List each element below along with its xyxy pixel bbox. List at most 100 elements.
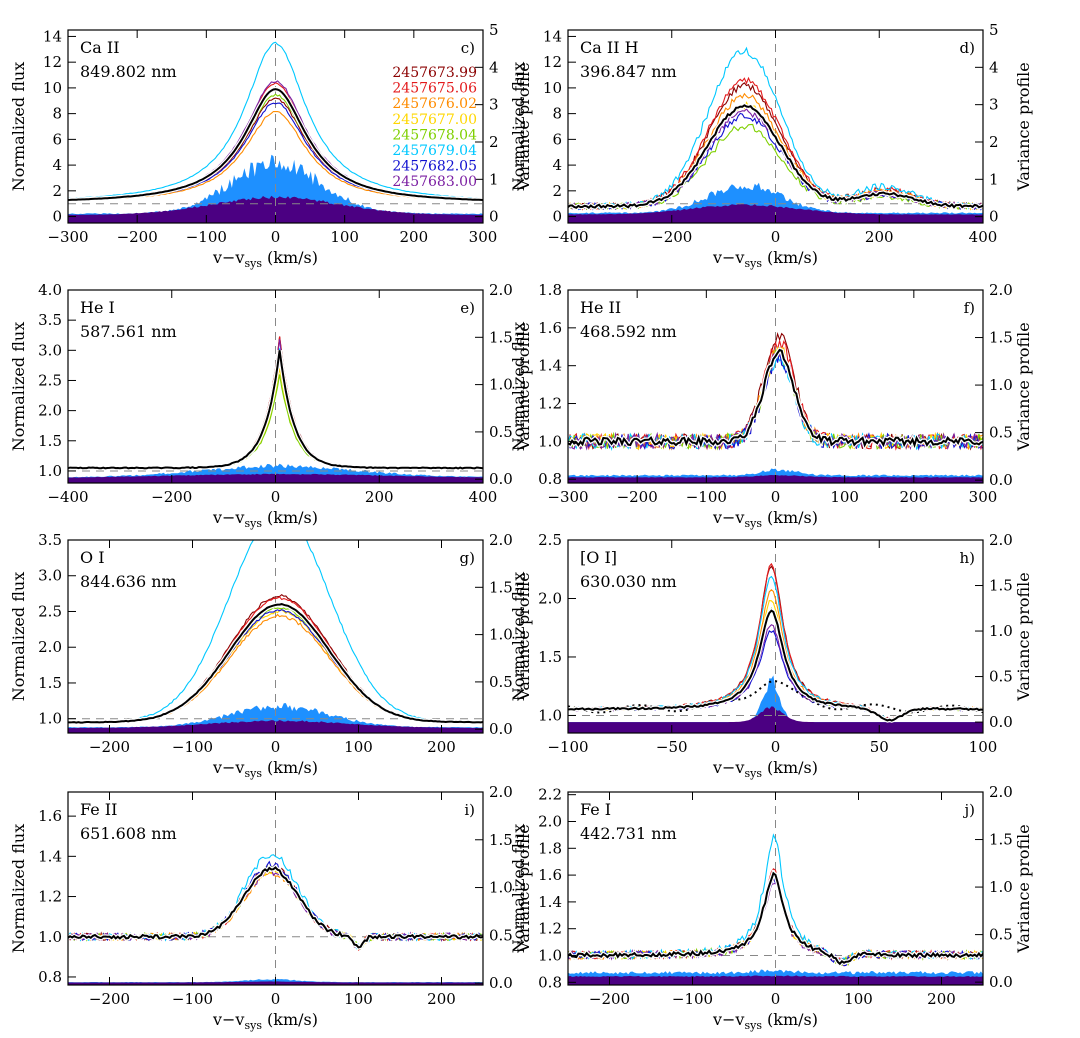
panel-tag: f) — [964, 299, 975, 317]
panel-tag: h) — [959, 549, 975, 567]
y2-tick-label: 0 — [489, 208, 499, 226]
y2-axis-label: Variance profile — [1014, 322, 1033, 452]
mean-spectrum-line — [568, 871, 983, 966]
y-tick-label: 2.2 — [538, 786, 562, 804]
y2-tick-label: 5 — [989, 21, 999, 39]
variance-fill-blue — [568, 675, 983, 733]
y2-tick-label: 0.0 — [489, 470, 513, 488]
y-axis-label: Normalized flux — [509, 322, 528, 451]
y-tick-label: 8 — [552, 105, 562, 123]
line-wavelength: 396.847 nm — [580, 62, 677, 81]
y-tick-label: 4.0 — [38, 281, 62, 299]
y2-tick-label: 0.0 — [989, 713, 1013, 731]
y2-axis-label: Variance profile — [514, 824, 533, 954]
x-tick-label: 400 — [469, 488, 498, 506]
y-tick-label: 1.0 — [38, 928, 62, 946]
x-tick-label: −300 — [547, 488, 588, 506]
panel-tag: i) — [464, 801, 475, 819]
line-wavelength: 630.030 nm — [580, 572, 677, 591]
x-axis-label-subscript: sys — [244, 257, 262, 270]
y-tick-label: 8 — [52, 105, 62, 123]
y2-axis-label: Variance profile — [514, 322, 533, 452]
y-tick-label: 2.5 — [38, 602, 62, 620]
y-tick-label: 10 — [43, 79, 62, 97]
y-tick-label: 1.6 — [538, 866, 562, 884]
x-tick-label: 200 — [400, 228, 429, 246]
y-tick-label: 2 — [52, 182, 62, 200]
y2-tick-label: 2 — [989, 133, 999, 151]
x-axis-label: v−vsys (km/s) — [212, 758, 318, 780]
y-axis-label: Normalized flux — [509, 824, 528, 953]
panel-tag: j) — [962, 801, 975, 819]
x-tick-label: 200 — [427, 990, 456, 1008]
y2-tick-label: 1.0 — [489, 879, 513, 897]
y-tick-label: 6 — [552, 130, 562, 148]
panel-i: −200 −100 0 100 200 0.8 1.0 1.2 1.4 1.6 0.0 0.5 1.0 1… — [9, 783, 533, 1032]
x-axis-label-unit: (km/s) — [262, 1010, 318, 1029]
y-tick-label: 1.8 — [538, 281, 562, 299]
panel-h: −100 −50 0 50 100 1.0 1.5 2.0 2.5 0.0 0.5 1.0 1.5 2.0… — [509, 531, 1033, 780]
plot-area — [68, 792, 483, 985]
mean-spectrum-casing — [68, 601, 483, 725]
line-title: [O I] — [580, 548, 617, 567]
x-tick-label: 100 — [330, 228, 359, 246]
y-tick-label: 3.0 — [38, 567, 62, 585]
y2-tick-label: 2.0 — [489, 783, 513, 801]
x-tick-label: 200 — [365, 488, 394, 506]
y-tick-label: 1.6 — [538, 319, 562, 337]
legend-entry-2457679.04: 2457679.04 — [392, 143, 477, 159]
x-tick-label: −200 — [651, 228, 692, 246]
y2-axis-label: Variance profile — [1014, 824, 1033, 954]
x-tick-label: 200 — [927, 990, 956, 1008]
y2-tick-label: 0.0 — [489, 974, 513, 992]
y2-tick-label: 0.5 — [489, 926, 513, 944]
y-tick-label: 1.6 — [38, 807, 62, 825]
y-tick-label: 0 — [552, 208, 562, 226]
y2-tick-label: 1.0 — [989, 376, 1013, 394]
legend-entry-2457673.99: 2457673.99 — [392, 65, 477, 81]
y-tick-label: 1.4 — [538, 893, 562, 911]
line-title: Fe I — [580, 800, 611, 819]
y2-tick-label: 1.0 — [989, 878, 1013, 896]
y-axis-label: Normalized flux — [9, 824, 28, 953]
line-title: O I — [80, 548, 105, 567]
y-tick-label: 1.4 — [538, 357, 562, 375]
plot-area — [68, 30, 483, 223]
y2-tick-label: 0.5 — [489, 673, 513, 691]
panel-j: −200 −100 0 100 200 0.8 1.0 1.2 1.4 1.6 1.8 2.0 2.2 0… — [509, 783, 1033, 1032]
x-tick-label: 0 — [771, 738, 781, 756]
y-tick-label: 14 — [43, 27, 62, 45]
y-tick-label: 1.0 — [538, 432, 562, 450]
line-wavelength: 844.636 nm — [80, 572, 177, 591]
y-tick-label: 1.0 — [38, 710, 62, 728]
x-axis-label-subscript: sys — [744, 257, 762, 270]
legend-entry-2457676.02: 2457676.02 — [392, 96, 477, 112]
y2-axis-label: Variance profile — [514, 572, 533, 702]
line-title: Ca II H — [580, 38, 639, 57]
x-axis-label-unit: (km/s) — [762, 1010, 818, 1029]
y-tick-label: 2.0 — [38, 402, 62, 420]
x-axis-label-unit: (km/s) — [762, 508, 818, 527]
x-axis-label-subscript: sys — [244, 1019, 262, 1032]
panel-tag: c) — [461, 39, 475, 57]
mean-spectrum-line — [68, 88, 483, 201]
y2-tick-label: 1.5 — [489, 578, 513, 596]
panel-tag: g) — [460, 549, 475, 567]
y-axis-label: Normalized flux — [509, 572, 528, 701]
y2-tick-label: 0.5 — [989, 424, 1013, 442]
x-axis-label-subscript: sys — [744, 517, 762, 530]
line-wavelength: 442.731 nm — [580, 824, 677, 843]
panel-tag: e) — [460, 299, 475, 317]
x-axis-label: v−vsys (km/s) — [212, 1010, 318, 1032]
y2-tick-label: 2.0 — [989, 281, 1013, 299]
y-tick-label: 2.0 — [538, 589, 562, 607]
y-tick-label: 2.0 — [38, 638, 62, 656]
x-tick-label: −200 — [117, 228, 158, 246]
x-axis-label-subscript: sys — [744, 1019, 762, 1032]
line-wavelength: 587.561 nm — [80, 322, 177, 341]
x-tick-label: −100 — [172, 738, 213, 756]
x-tick-label: 100 — [830, 488, 859, 506]
y2-tick-label: 0.5 — [989, 668, 1013, 686]
